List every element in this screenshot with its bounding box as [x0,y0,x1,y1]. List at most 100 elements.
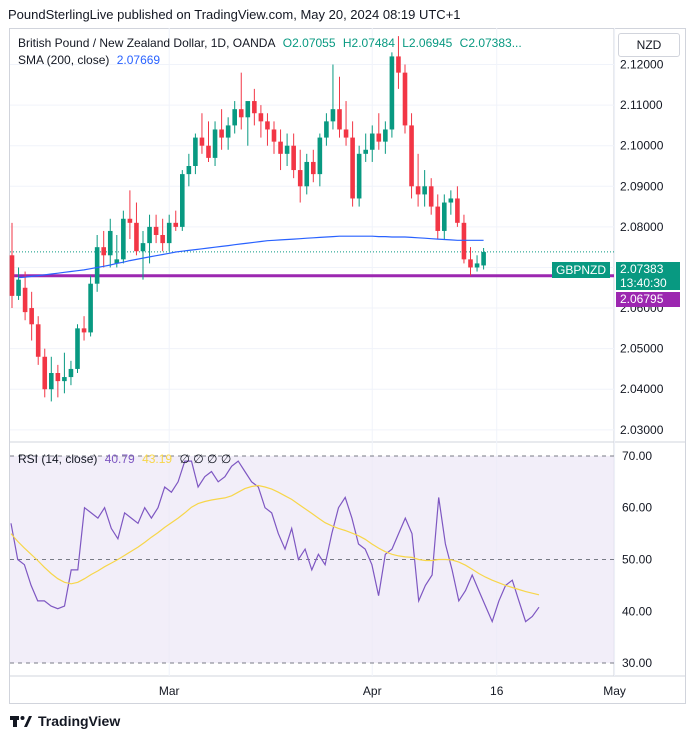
footer-brand[interactable]: TradingView [10,713,120,729]
candle-body [317,137,323,175]
candle-body [311,161,316,175]
price-tick-label: 2.11000 [620,98,663,112]
candle-body [180,174,185,227]
footer-brand-text: TradingView [38,713,121,729]
candle-body [55,373,61,382]
candle-body [376,133,382,142]
last-price-tag: 2.07383 [616,262,680,276]
rsi-extra-values: ∅ ∅ ∅ ∅ [179,452,232,466]
candle-body [88,283,93,333]
candle-body [166,222,172,244]
candle-body [383,129,388,142]
candle-body [461,222,467,260]
candle-body [140,243,146,252]
rsi-ma-value: 43.19 [142,452,173,466]
hline-price-tag: 2.06795 [616,292,680,307]
price-tick-label: 2.12000 [620,58,664,72]
candle-body [297,170,303,187]
candle-body [265,121,270,130]
candle-body [422,186,427,195]
candle-body [435,206,441,231]
candle-body [409,125,414,187]
close-value: C2.07383... [459,36,522,50]
candle-body [101,247,106,256]
candle-body [337,109,342,130]
rsi-legend: RSI (14, close) 40.79 43.19 ∅ ∅ ∅ ∅ [18,452,235,466]
candle-body [114,259,120,264]
candle-body [147,226,152,244]
chart-frame[interactable] [9,28,686,704]
candle-body [81,328,87,333]
time-tick-label: 16 [490,684,504,698]
candle-body [160,235,165,244]
candle-body [448,198,454,203]
price-tick-label: 2.03000 [620,423,664,437]
candle-body [107,230,113,256]
candle-body [304,161,310,187]
candle-body [402,72,408,126]
candle-body [369,133,375,150]
candle-body [62,377,67,382]
candle-body [455,198,460,223]
sma-line [18,235,484,279]
countdown-tag: 13:40:30 [616,276,680,290]
rsi-label[interactable]: RSI (14, close) [18,452,98,466]
candle-body [16,279,21,296]
candle-body [232,109,237,126]
tradingview-logo-icon [10,716,32,727]
candle-body [468,259,473,268]
rsi-ma-line [10,484,540,596]
candle-body [49,373,54,390]
candle-body [415,186,421,195]
candle-body [363,149,368,154]
currency-button[interactable]: NZD [618,33,680,57]
rsi-tick-label: 70.00 [622,449,652,463]
candle-body [238,109,244,118]
candle-body [153,226,159,235]
price-tick-label: 2.10000 [620,139,664,153]
rsi-tick-label: 40.00 [622,604,652,618]
candle-body [75,328,80,369]
candle-body [212,129,218,158]
candle-body [324,121,329,138]
candle-body [199,137,205,146]
candle-body [442,202,447,231]
candle-body [350,137,355,199]
sma-label[interactable]: SMA (200, close) [18,53,110,67]
candle-body [271,129,277,142]
rsi-line [10,460,540,624]
symbol-title[interactable]: British Pound / New Zealand Dollar, 1D, … [18,36,276,50]
candle-body [68,368,74,378]
rsi-tick-label: 60.00 [622,501,652,515]
rsi-band [10,455,614,664]
candle-body [42,356,48,390]
candle-body [245,101,251,118]
candle-body [343,129,349,138]
time-tick-label: Apr [363,684,382,698]
high-value: H2.07484 [342,36,395,50]
candle-body [9,255,15,296]
rsi-tick-label: 30.00 [622,656,652,670]
candle-body [206,145,211,158]
candle-body [474,263,480,268]
candle-body [225,125,231,138]
low-value: L2.06945 [402,36,453,50]
candle-body [252,101,257,114]
candle-body [284,145,290,154]
price-tick-label: 2.08000 [620,220,664,234]
candle-body [481,252,486,266]
publisher-header: PoundSterlingLive published on TradingVi… [8,7,461,22]
candle-body [330,109,336,122]
candle-body [127,218,133,223]
candle-body [193,137,198,166]
main-legend: British Pound / New Zealand Dollar, 1D, … [18,36,526,50]
candle-body [428,186,434,207]
time-tick-label: Mar [159,684,180,698]
sma-value: 2.07669 [116,53,161,67]
candle-body [258,113,264,122]
candle-body [356,153,362,199]
time-tick-label: May [603,684,626,698]
candle-body [134,222,139,252]
candle-body [35,324,41,357]
